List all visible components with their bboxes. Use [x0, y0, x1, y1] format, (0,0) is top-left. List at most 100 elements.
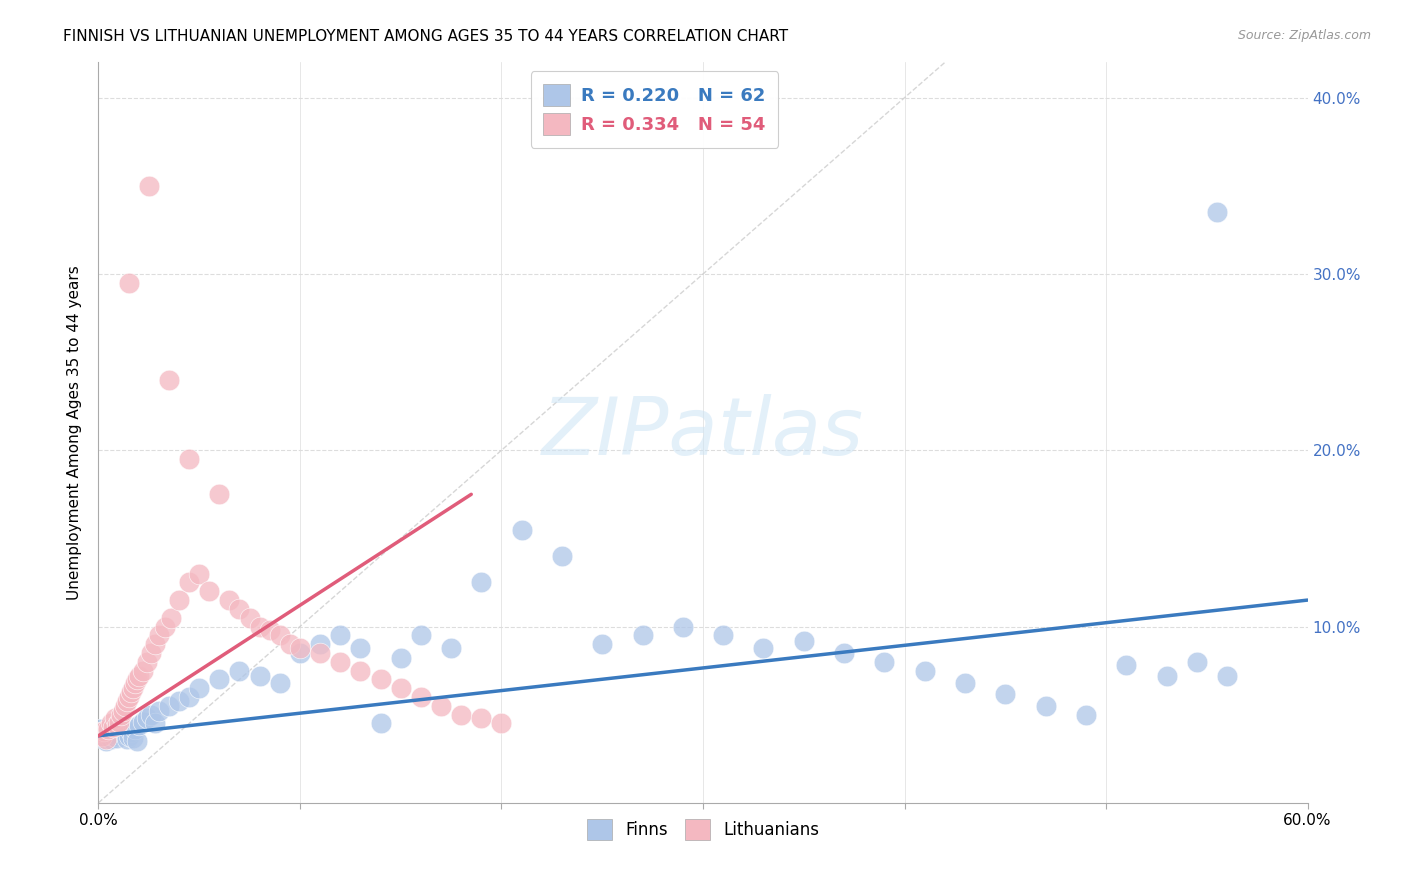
Point [124, 722, 146, 736]
Point [1074, 707, 1097, 722]
Point [470, 575, 492, 590]
Point [370, 716, 392, 731]
Point [103, 727, 125, 741]
Point [1156, 669, 1178, 683]
Point [114, 727, 136, 741]
Point [96, 732, 118, 747]
Text: Source: ZipAtlas.com: Source: ZipAtlas.com [1237, 29, 1371, 42]
Point [121, 681, 143, 696]
Point [440, 640, 463, 655]
Point [711, 628, 734, 642]
Point [491, 716, 513, 731]
Point [128, 669, 150, 683]
Point [239, 610, 262, 624]
Point [672, 619, 695, 633]
Point [93, 723, 115, 738]
Point [125, 673, 148, 687]
Point [120, 725, 142, 739]
Point [139, 646, 162, 660]
Point [157, 373, 180, 387]
Point [120, 685, 142, 699]
Point [591, 637, 613, 651]
Point [125, 734, 148, 748]
Point [179, 575, 201, 590]
Point [97, 723, 120, 738]
Point [114, 698, 136, 713]
Point [208, 673, 231, 687]
Point [1185, 655, 1208, 669]
Point [107, 714, 129, 729]
Point [132, 664, 155, 678]
Point [89, 725, 111, 739]
Point [389, 651, 412, 665]
Text: ZIPatlas: ZIPatlas [541, 393, 865, 472]
Y-axis label: Unemployment Among Ages 35 to 44 years: Unemployment Among Ages 35 to 44 years [67, 265, 83, 600]
Point [389, 681, 412, 696]
Point [128, 718, 150, 732]
Point [135, 655, 157, 669]
Point [329, 628, 352, 642]
Point [551, 549, 574, 563]
Point [160, 610, 183, 624]
Point [994, 686, 1017, 700]
Point [157, 698, 180, 713]
Point [115, 693, 138, 707]
Point [631, 628, 654, 642]
Point [111, 723, 134, 738]
Text: FINNISH VS LITHUANIAN UNEMPLOYMENT AMONG AGES 35 TO 44 YEARS CORRELATION CHART: FINNISH VS LITHUANIAN UNEMPLOYMENT AMONG… [63, 29, 789, 44]
Point [1035, 698, 1057, 713]
Point [218, 593, 240, 607]
Point [259, 623, 281, 637]
Point [143, 637, 166, 651]
Point [188, 566, 211, 581]
Point [107, 720, 129, 734]
Point [278, 637, 301, 651]
Point [269, 676, 291, 690]
Point [148, 628, 170, 642]
Point [329, 655, 352, 669]
Point [793, 633, 815, 648]
Point [409, 690, 432, 704]
Point [349, 664, 371, 678]
Point [110, 707, 132, 722]
Point [111, 704, 134, 718]
Point [1115, 658, 1137, 673]
Point [309, 646, 332, 660]
Point [179, 690, 201, 704]
Point [470, 711, 492, 725]
Point [135, 711, 157, 725]
Point [100, 716, 122, 731]
Point [873, 655, 896, 669]
Point [349, 640, 371, 655]
Point [101, 720, 124, 734]
Point [409, 628, 432, 642]
Point [91, 729, 114, 743]
Point [288, 640, 311, 655]
Point [101, 729, 124, 743]
Point [96, 734, 118, 748]
Point [105, 718, 128, 732]
Point [103, 711, 125, 725]
Point [752, 640, 775, 655]
Point [450, 707, 472, 722]
Point [953, 676, 976, 690]
Point [89, 722, 111, 736]
Point [1206, 205, 1229, 219]
Legend: Finns, Lithuanians: Finns, Lithuanians [581, 813, 825, 847]
Point [1216, 669, 1239, 683]
Point [832, 646, 855, 660]
Point [430, 698, 453, 713]
Point [288, 646, 311, 660]
Point [105, 731, 128, 745]
Point [269, 628, 291, 642]
Point [121, 731, 143, 745]
Point [228, 602, 250, 616]
Point [249, 619, 271, 633]
Point [370, 673, 392, 687]
Point [179, 452, 201, 467]
Point [100, 732, 122, 747]
Point [138, 178, 160, 193]
Point [139, 707, 162, 722]
Point [208, 487, 231, 501]
Point [124, 676, 146, 690]
